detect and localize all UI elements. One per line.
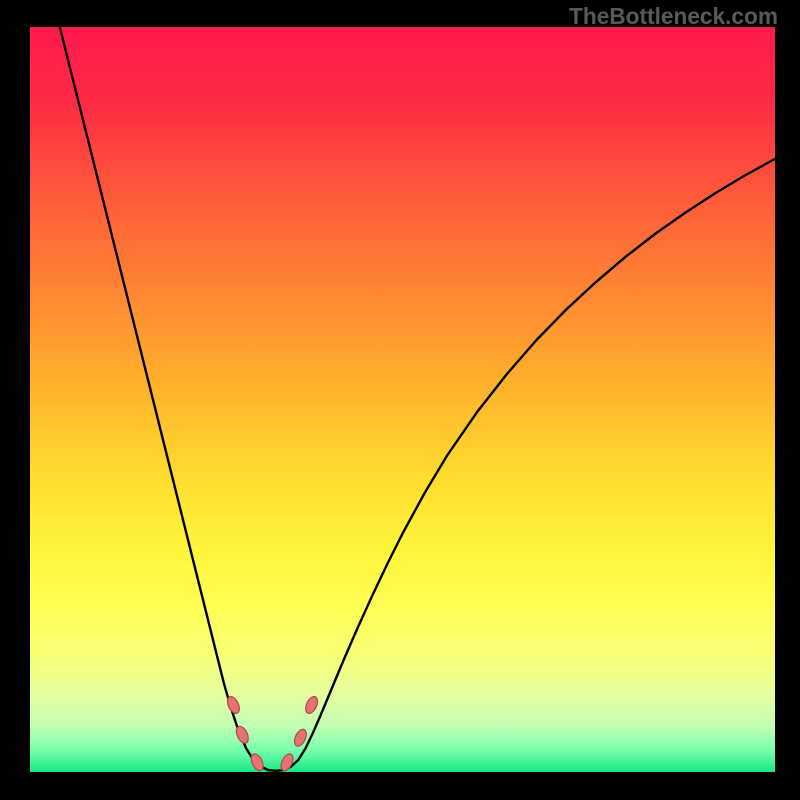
chart-stage: TheBottleneck.com [0,0,800,800]
watermark-text: TheBottleneck.com [569,3,778,30]
plot-area [30,27,775,772]
bottleneck-curve [60,27,775,771]
curve-marker [303,695,320,716]
chart-svg [30,27,775,772]
curve-markers-group [225,695,320,773]
